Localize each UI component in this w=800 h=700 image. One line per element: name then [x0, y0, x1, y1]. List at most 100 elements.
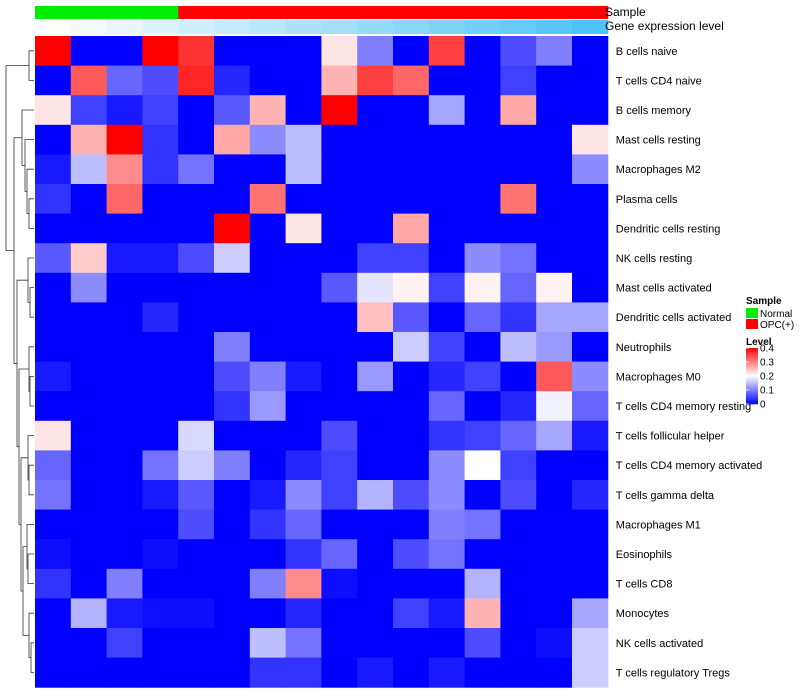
- row-label: Neutrophils: [616, 342, 672, 354]
- heatmap-cell: [249, 36, 287, 67]
- heatmap-cell: [357, 509, 394, 540]
- heatmap-cell: [178, 332, 215, 363]
- expression-track-cell: [536, 20, 573, 34]
- heatmap-cell: [464, 568, 501, 599]
- sample-track-cell: [106, 6, 143, 19]
- colorbar-segment: [746, 366, 758, 368]
- heatmap-cell: [500, 213, 537, 244]
- heatmap-cell: [178, 184, 215, 215]
- heatmap-cell: [35, 272, 72, 303]
- sample-track-cell: [536, 6, 573, 19]
- heatmap-cell: [536, 361, 573, 392]
- heatmap-cell: [321, 598, 358, 629]
- heatmap-cell: [214, 154, 251, 185]
- heatmap-cell: [35, 480, 72, 511]
- expression-track-cell: [106, 20, 143, 34]
- heatmap-cell: [357, 36, 394, 67]
- heatmap-cell: [70, 539, 108, 570]
- colorbar-tick-label: 0.4: [760, 344, 774, 355]
- heatmap-cell: [464, 361, 501, 392]
- heatmap-cell: [500, 272, 537, 303]
- heatmap-cell: [536, 243, 573, 274]
- heatmap-cell: [142, 272, 179, 303]
- heatmap-cell: [357, 391, 394, 422]
- heatmap-cell: [285, 480, 322, 511]
- row-label: Macrophages M0: [616, 371, 701, 383]
- heatmap-cell: [428, 539, 466, 570]
- heatmap-cell: [464, 124, 501, 155]
- heatmap-cell: [536, 480, 573, 511]
- heatmap-cell: [285, 450, 322, 481]
- heatmap-cell: [572, 65, 609, 96]
- heatmap-cell: [464, 509, 501, 540]
- heatmap-cell: [285, 628, 322, 659]
- heatmap-cell: [321, 568, 358, 599]
- heatmap-cell: [572, 657, 609, 688]
- heatmap-cell: [572, 598, 609, 629]
- heatmap-cell: [321, 657, 358, 688]
- dendrogram-branch: [28, 464, 34, 496]
- heatmap-cell: [357, 154, 394, 185]
- colorbar-segment: [746, 401, 758, 403]
- heatmap-cell: [106, 124, 143, 155]
- heatmap-cell: [214, 509, 251, 540]
- heatmap-cell: [357, 95, 394, 126]
- heatmap-cell: [249, 65, 287, 96]
- heatmap-cell: [428, 95, 466, 126]
- colorbar-segment: [746, 371, 758, 374]
- heatmap-cell: [70, 450, 108, 481]
- heatmap-cell: [357, 657, 394, 688]
- heatmap-cell: [106, 509, 143, 540]
- heatmap-cell: [214, 539, 251, 570]
- expression-track-cell: [214, 20, 251, 34]
- colorbar-segment: [746, 377, 758, 380]
- legend-level-ticks: 0.4 0.3 0.2 0.1 0: [746, 344, 774, 411]
- heatmap-cell: [178, 154, 215, 185]
- row-label: Macrophages M1: [616, 519, 701, 531]
- heatmap-cell: [249, 598, 287, 629]
- heatmap-cell: [285, 243, 322, 274]
- heatmap-cell: [142, 628, 179, 659]
- heatmap-cell: [285, 420, 322, 451]
- row-label: Mast cells activated: [616, 283, 712, 295]
- heatmap-cell: [178, 213, 215, 244]
- heatmap-cell: [106, 272, 143, 303]
- dendrogram-branch: [27, 553, 34, 584]
- heatmap-cell: [428, 243, 466, 274]
- heatmap-cell: [572, 302, 609, 333]
- heatmap-cell: [393, 391, 430, 422]
- heatmap-cell: [285, 95, 322, 126]
- heatmap-cell: [321, 65, 358, 96]
- sample-track-cell: [357, 6, 394, 19]
- heatmap-cell: [178, 480, 215, 511]
- heatmap-cell: [357, 628, 394, 659]
- heatmap-cell: [35, 598, 72, 629]
- heatmap-cell: [428, 124, 466, 155]
- heatmap-cell: [249, 628, 287, 659]
- heatmap-cell: [35, 628, 72, 659]
- heatmap-cell: [178, 628, 215, 659]
- heatmap-cell: [70, 657, 108, 688]
- heatmap-cell: [214, 243, 251, 274]
- heatmap-cell: [106, 243, 143, 274]
- heatmap-cell: [393, 184, 430, 215]
- heatmap-cell: [357, 213, 394, 244]
- colorbar-segment: [746, 355, 758, 357]
- legend-opc-label: OPC(+): [760, 320, 794, 331]
- heatmap-cell: [393, 598, 430, 629]
- colorbar-segment: [746, 352, 758, 354]
- heatmap-cell: [464, 598, 501, 629]
- colorbar-segment: [746, 367, 758, 370]
- expression-track-cell: [572, 20, 609, 34]
- row-label: T cells gamma delta: [616, 490, 715, 502]
- heatmap-cell: [572, 628, 609, 659]
- heatmap-cell: [321, 95, 358, 126]
- heatmap-cell: [35, 243, 72, 274]
- heatmap-cell: [249, 243, 287, 274]
- heatmap-cell: [536, 154, 573, 185]
- heatmap-cell: [214, 361, 251, 392]
- heatmap-cell: [249, 391, 287, 422]
- colorbar-segment: [746, 384, 758, 387]
- heatmap-cell: [321, 36, 358, 67]
- heatmap-cell: [178, 539, 215, 570]
